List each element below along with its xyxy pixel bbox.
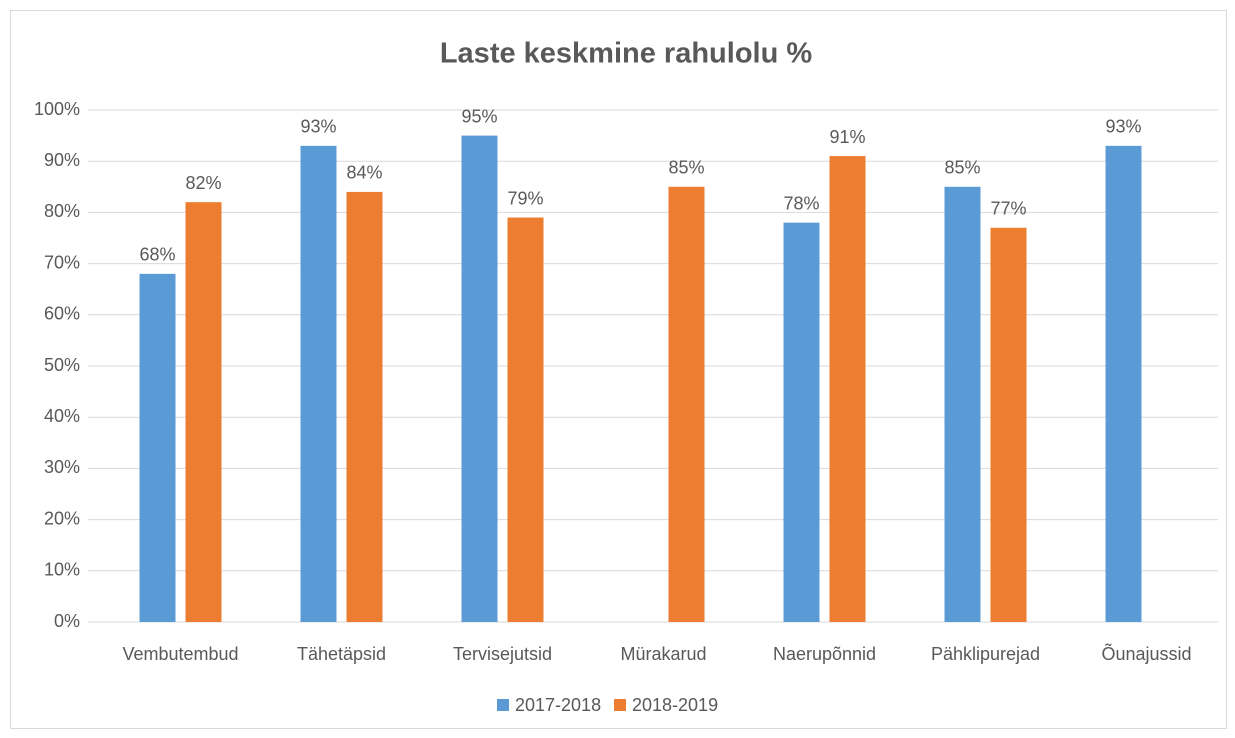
bar [185, 202, 222, 622]
data-label: 78% [783, 193, 819, 213]
bar [461, 135, 498, 622]
y-tick-label: 20% [44, 508, 80, 528]
y-tick-label: 40% [44, 406, 80, 426]
legend-swatch [497, 699, 509, 711]
data-label: 82% [185, 173, 221, 193]
bar [944, 186, 981, 623]
bar [300, 145, 337, 622]
bar [990, 227, 1027, 622]
bar [1105, 145, 1142, 622]
x-tick-label: Tervisejutsid [453, 644, 552, 664]
y-tick-label: 50% [44, 355, 80, 375]
data-label: 85% [668, 158, 704, 178]
chart-title: Laste keskmine rahulolu % [440, 38, 813, 70]
x-tick-label: Pähklipurejad [931, 644, 1040, 664]
bar [783, 222, 820, 622]
x-tick-label: Mürakarud [620, 644, 706, 664]
legend-label: 2017-2018 [515, 695, 601, 715]
legend-label: 2018-2019 [632, 695, 718, 715]
x-tick-label: Tähetäpsid [297, 644, 386, 664]
y-tick-label: 70% [44, 252, 80, 272]
y-tick-label: 0% [54, 611, 80, 631]
data-label: 93% [300, 117, 336, 137]
y-tick-label: 80% [44, 201, 80, 221]
data-label: 85% [944, 158, 980, 178]
data-label: 93% [1105, 117, 1141, 137]
legend-swatch [614, 699, 626, 711]
data-label: 68% [139, 245, 175, 265]
data-label: 77% [990, 199, 1026, 219]
bar [507, 217, 544, 622]
data-label: 95% [461, 106, 497, 126]
y-tick-label: 90% [44, 150, 80, 170]
y-tick-label: 100% [34, 99, 80, 119]
bar [829, 156, 866, 622]
data-label: 84% [346, 163, 382, 183]
x-tick-label: Õunajussid [1101, 643, 1191, 664]
bar [139, 273, 176, 622]
bar [668, 186, 705, 623]
data-label: 91% [829, 127, 865, 147]
y-tick-label: 60% [44, 304, 80, 324]
y-tick-label: 10% [44, 560, 80, 580]
data-label: 79% [507, 188, 543, 208]
x-tick-label: Naerupõnnid [773, 644, 876, 664]
y-tick-label: 30% [44, 457, 80, 477]
x-tick-label: Vembutembud [122, 644, 238, 664]
bar [346, 191, 383, 623]
